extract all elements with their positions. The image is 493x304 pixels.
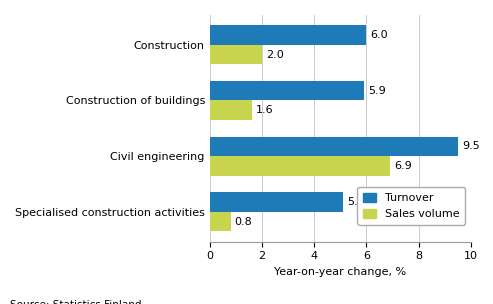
Text: 9.5: 9.5: [462, 141, 480, 151]
Text: Source: Statistics Finland: Source: Statistics Finland: [10, 300, 141, 304]
Text: 5.9: 5.9: [368, 86, 386, 96]
Bar: [210, 25, 366, 45]
Text: 2.0: 2.0: [266, 50, 283, 60]
Text: 6.0: 6.0: [370, 30, 388, 40]
Text: 5.1: 5.1: [347, 197, 364, 207]
Legend: Turnover, Sales volume: Turnover, Sales volume: [357, 187, 465, 225]
Bar: [210, 212, 231, 231]
Bar: [210, 192, 343, 212]
X-axis label: Year-on-year change, %: Year-on-year change, %: [274, 267, 406, 277]
Text: 0.8: 0.8: [235, 216, 252, 226]
Bar: [210, 81, 364, 100]
Bar: [210, 156, 390, 176]
Bar: [210, 100, 251, 120]
Text: 1.6: 1.6: [255, 105, 273, 115]
Bar: [210, 136, 458, 156]
Text: 6.9: 6.9: [394, 161, 412, 171]
Bar: [210, 45, 262, 64]
